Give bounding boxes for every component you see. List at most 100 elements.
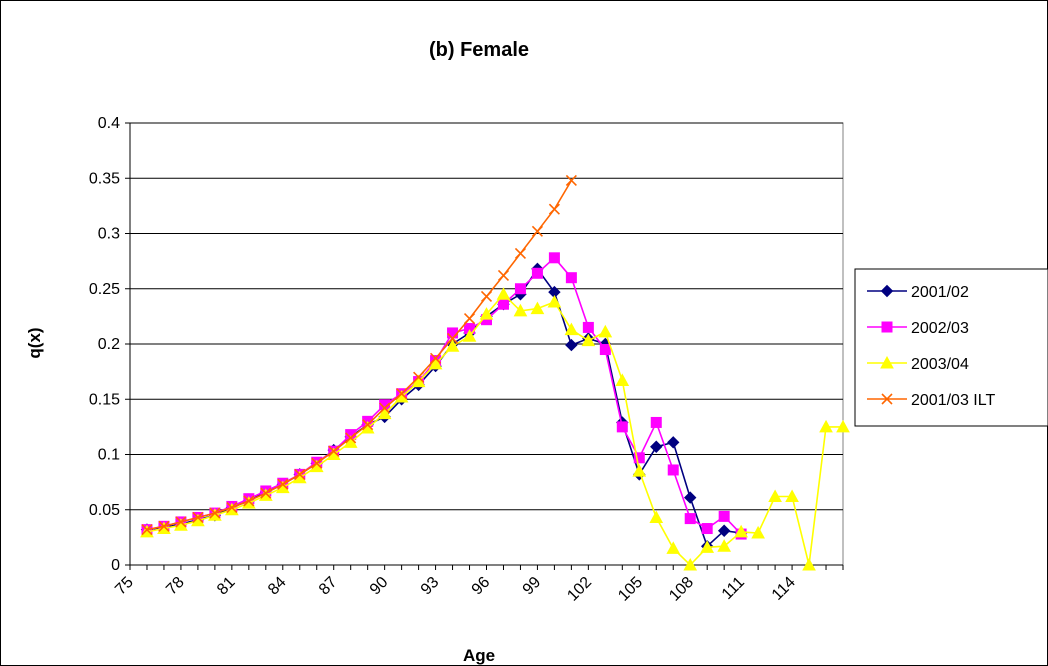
data-point	[768, 489, 782, 502]
data-point	[565, 174, 577, 187]
data-point	[445, 339, 460, 352]
data-point	[734, 524, 748, 538]
data-point	[530, 301, 545, 315]
legend-label: 2001/03 ILT	[911, 392, 995, 409]
data-point	[447, 327, 459, 339]
legend-entry: 2001/03 ILT	[867, 392, 995, 409]
data-point	[581, 333, 596, 347]
data-point	[565, 272, 577, 284]
data-point	[667, 464, 679, 476]
y-axis-title: q(x)	[25, 327, 44, 358]
legend-marker	[881, 321, 893, 333]
x-tick-label: 105	[615, 574, 646, 605]
data-point	[632, 464, 647, 477]
data-point	[700, 540, 715, 553]
legend-label: 2002/03	[911, 320, 969, 337]
data-point	[377, 406, 392, 420]
legend-marker	[880, 355, 894, 369]
x-tick-label: 111	[719, 574, 748, 603]
data-point	[480, 290, 493, 303]
data-point	[141, 524, 153, 536]
data-point	[751, 525, 765, 539]
legend-entry: 2002/03	[867, 320, 969, 337]
data-point	[463, 313, 476, 325]
y-axis-ticks: 0 0.05 0.1 0.15 0.2 0.25 0.3 0.35 0.4	[89, 115, 130, 574]
data-point	[531, 267, 543, 279]
data-point	[513, 303, 528, 317]
data-point	[666, 541, 681, 554]
data-point	[140, 524, 154, 538]
y-tick-label: 0.4	[98, 115, 120, 132]
plot-area: 0 0.05 0.1 0.15 0.2 0.25 0.3 0.35 0.4 75 78 81 84 87…	[89, 115, 850, 605]
data-point	[565, 338, 578, 352]
data-point	[294, 468, 306, 480]
data-point	[479, 307, 494, 320]
data-point	[802, 557, 816, 571]
data-point	[615, 373, 630, 386]
gridlines	[129, 122, 843, 566]
data-point	[564, 322, 579, 336]
data-point	[192, 511, 204, 524]
y-tick-label: 0.35	[89, 170, 120, 187]
legend-marker	[880, 284, 894, 298]
x-axis-ticks: 75 78 81 84 87 90 93 96 99 102 105 108 111 114	[112, 565, 844, 605]
y-tick-label: 0.25	[89, 281, 120, 298]
y-tick-label: 0.1	[98, 447, 120, 464]
data-point	[819, 419, 833, 433]
x-tick-label: 99	[520, 574, 545, 599]
x-tick-label: 102	[564, 574, 595, 605]
data-point	[446, 332, 459, 345]
data-point	[362, 419, 374, 431]
data-point	[598, 324, 613, 338]
x-tick-label: 108	[666, 574, 697, 605]
data-point	[158, 520, 170, 532]
data-point	[785, 489, 799, 502]
data-point	[226, 501, 238, 514]
data-point	[413, 371, 425, 383]
data-point	[684, 513, 696, 525]
legend: 2001/02 2002/03 2003/04 2001/03 ILT	[854, 268, 1048, 427]
series-layer	[140, 174, 850, 571]
y-tick-label: 0.2	[98, 336, 120, 353]
data-point	[717, 524, 731, 537]
data-point	[430, 352, 442, 364]
data-point	[209, 507, 221, 519]
x-tick-label: 96	[469, 574, 494, 599]
data-point	[311, 457, 323, 469]
data-point	[462, 329, 477, 342]
data-point	[701, 523, 713, 535]
y-tick-label: 0.3	[98, 226, 120, 243]
y-tick-label: 0	[111, 557, 120, 574]
data-point	[396, 388, 408, 400]
data-point	[345, 432, 357, 444]
data-point	[548, 252, 560, 264]
legend-entry: 2003/04	[867, 355, 969, 373]
data-point	[683, 557, 698, 571]
x-tick-label: 78	[163, 574, 188, 599]
data-point	[531, 225, 543, 237]
data-point	[649, 510, 664, 523]
y-tick-label: 0.15	[89, 391, 120, 408]
data-point	[514, 283, 526, 295]
legend-label: 2003/04	[911, 356, 969, 373]
data-point	[650, 440, 663, 453]
x-axis-title: Age	[463, 646, 495, 665]
data-point	[497, 298, 509, 310]
legend-marker	[881, 393, 893, 405]
data-point	[548, 203, 560, 215]
data-point	[582, 321, 594, 333]
data-point	[208, 508, 222, 521]
data-point	[328, 445, 340, 457]
data-point	[277, 478, 289, 490]
data-point	[547, 294, 562, 308]
data-point	[599, 344, 611, 356]
series-3	[141, 174, 577, 536]
y-tick-label: 0.05	[89, 502, 120, 519]
data-point	[497, 269, 510, 282]
data-point	[260, 487, 272, 499]
data-point	[428, 356, 443, 370]
x-tick-label: 75	[112, 574, 137, 599]
x-tick-label: 84	[265, 574, 290, 599]
data-point	[514, 247, 527, 259]
